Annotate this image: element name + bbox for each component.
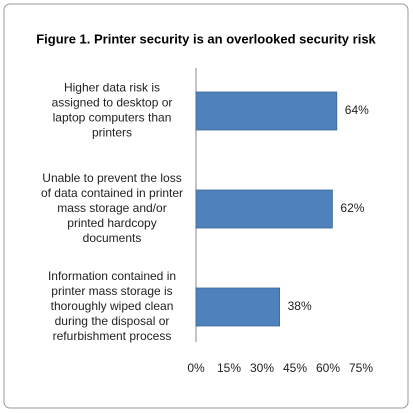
y-tick-label: Higher data risk is assigned to desktop o… bbox=[52, 81, 173, 140]
bar bbox=[195, 287, 280, 327]
value-label: 64% bbox=[345, 103, 369, 117]
y-tick-label: Unable to prevent the loss of data contai… bbox=[41, 171, 183, 245]
value-label: 38% bbox=[288, 299, 312, 313]
x-tick-label: 15% bbox=[217, 361, 241, 375]
value-label: 62% bbox=[340, 201, 364, 215]
x-tick-label: 45% bbox=[283, 361, 307, 375]
x-tick-label: 75% bbox=[349, 361, 373, 375]
chart-title: Figure 1. Printer security is an overloo… bbox=[36, 31, 376, 46]
bar bbox=[195, 91, 338, 131]
bar bbox=[195, 189, 333, 229]
x-tick-label: 30% bbox=[250, 361, 274, 375]
x-tick-label: 60% bbox=[316, 361, 340, 375]
x-tick-label: 0% bbox=[187, 361, 205, 375]
y-tick-label: Information contained in printer mass sto… bbox=[48, 269, 176, 343]
